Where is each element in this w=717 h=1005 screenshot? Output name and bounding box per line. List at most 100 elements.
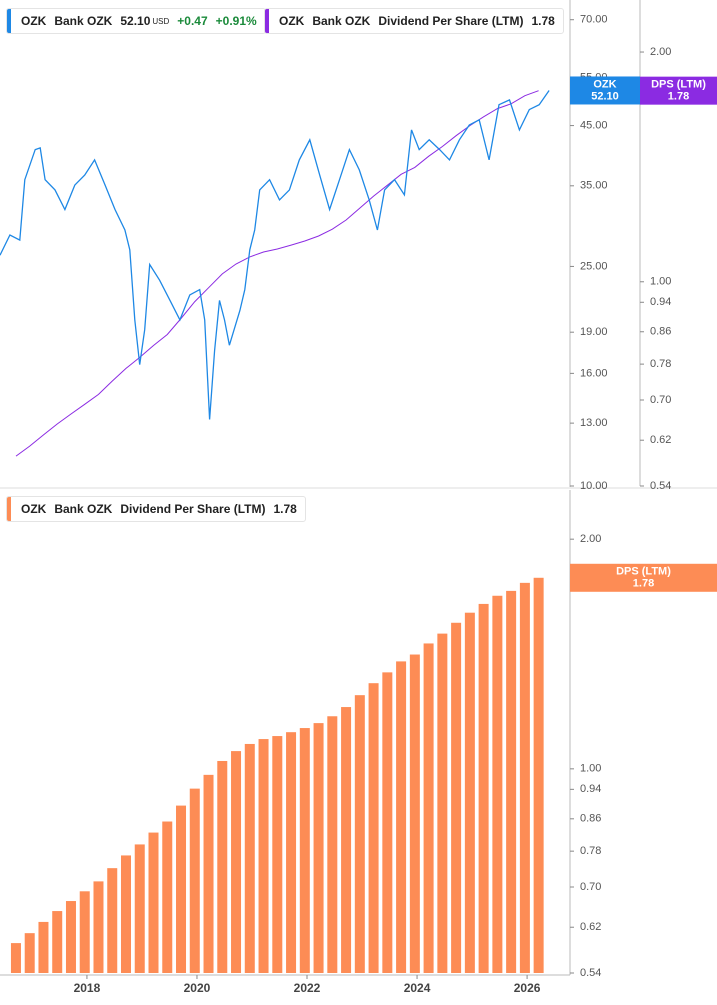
y-tick-label: 0.54 bbox=[580, 967, 601, 979]
bar bbox=[437, 633, 448, 973]
x-tick-label: 2022 bbox=[294, 981, 321, 995]
y-tick-label: 0.86 bbox=[580, 813, 601, 825]
bar bbox=[272, 736, 283, 973]
legend-ticker: OZK bbox=[279, 14, 305, 28]
bar bbox=[258, 739, 269, 973]
value-tag-label: OZK bbox=[593, 78, 616, 90]
value-tag-label: 1.78 bbox=[668, 91, 689, 103]
bar bbox=[451, 622, 462, 973]
bar bbox=[313, 723, 324, 973]
bar bbox=[506, 590, 517, 973]
legend-value: 1.78 bbox=[273, 502, 297, 516]
bar bbox=[286, 732, 297, 973]
value-tag-label: DPS (LTM) bbox=[616, 566, 671, 578]
bar bbox=[10, 943, 21, 973]
bar bbox=[134, 844, 145, 973]
bar bbox=[341, 707, 352, 973]
legend-ticker: OZK bbox=[21, 502, 47, 516]
y-tick-label: 35.00 bbox=[580, 180, 608, 192]
bar bbox=[327, 716, 338, 973]
legend-dps: OZK Bank OZK Dividend Per Share (LTM) 1.… bbox=[264, 8, 564, 34]
legend-price: OZK Bank OZK 52.10 USD +0.47 +0.91% bbox=[6, 8, 266, 34]
y2-tick-label: 0.70 bbox=[650, 394, 671, 406]
bar bbox=[162, 821, 173, 973]
legend-dps-bars: OZK Bank OZK Dividend Per Share (LTM) 1.… bbox=[6, 496, 306, 522]
bar bbox=[382, 672, 393, 973]
y2-tick-label: 0.78 bbox=[650, 358, 671, 370]
bar bbox=[176, 805, 187, 973]
legend-swatch bbox=[265, 9, 269, 33]
line bbox=[15, 90, 539, 457]
bar bbox=[492, 595, 503, 973]
y-tick-label: 0.62 bbox=[580, 921, 601, 933]
bar bbox=[203, 774, 214, 973]
legend-swatch bbox=[7, 497, 11, 521]
legend-change: +0.47 bbox=[177, 14, 208, 28]
y-tick-label: 0.94 bbox=[580, 783, 601, 795]
bar bbox=[93, 881, 104, 973]
bar bbox=[299, 728, 310, 973]
value-tag-label: DPS (LTM) bbox=[651, 79, 706, 91]
x-tick-label: 2020 bbox=[184, 981, 211, 995]
value-tag bbox=[570, 76, 640, 105]
y2-tick-label: 0.94 bbox=[650, 296, 671, 308]
legend-change-pct: +0.91% bbox=[215, 14, 257, 28]
bar bbox=[519, 582, 530, 973]
y2-tick-label: 1.00 bbox=[650, 276, 671, 288]
legend-unit: USD bbox=[152, 16, 170, 26]
y-tick-label: 10.00 bbox=[580, 480, 608, 492]
bar bbox=[52, 911, 63, 973]
value-tag-label: 1.78 bbox=[633, 578, 654, 590]
bar bbox=[79, 891, 90, 973]
legend-value: 1.78 bbox=[531, 14, 555, 28]
x-tick-label: 2018 bbox=[74, 981, 101, 995]
bar bbox=[533, 577, 544, 973]
bar bbox=[148, 832, 159, 973]
legend-name: Bank OZK bbox=[312, 14, 371, 28]
x-tick-label: 2024 bbox=[404, 981, 431, 995]
line bbox=[0, 90, 550, 420]
value-tag bbox=[570, 563, 717, 592]
bar bbox=[65, 901, 76, 973]
bar bbox=[24, 933, 35, 973]
y-tick-label: 0.70 bbox=[580, 881, 601, 893]
y-tick-label: 70.00 bbox=[580, 14, 608, 26]
bar bbox=[244, 743, 255, 973]
y2-tick-label: 0.62 bbox=[650, 434, 671, 446]
y2-tick-label: 2.00 bbox=[650, 46, 671, 58]
bar bbox=[396, 661, 407, 973]
y-tick-label: 0.78 bbox=[580, 845, 601, 857]
bar bbox=[107, 868, 118, 973]
legend-metric: Dividend Per Share (LTM) bbox=[120, 502, 266, 516]
legend-metric: Dividend Per Share (LTM) bbox=[378, 14, 524, 28]
bar bbox=[478, 603, 489, 973]
y-tick-label: 2.00 bbox=[580, 533, 601, 545]
y-tick-label: 1.00 bbox=[580, 763, 601, 775]
bar bbox=[217, 760, 228, 973]
value-tag-label: 52.10 bbox=[591, 90, 619, 102]
bar bbox=[354, 695, 365, 973]
bar bbox=[423, 643, 434, 973]
y-tick-label: 19.00 bbox=[580, 326, 608, 338]
value-tag bbox=[640, 76, 717, 105]
y-tick-label: 45.00 bbox=[580, 119, 608, 131]
legend-swatch bbox=[7, 9, 11, 33]
legend-value: 52.10 bbox=[120, 14, 151, 28]
y-tick-label: 16.00 bbox=[580, 367, 608, 379]
y2-tick-label: 0.86 bbox=[650, 326, 671, 338]
bar bbox=[38, 921, 49, 973]
bar bbox=[409, 654, 420, 973]
legend-name: Bank OZK bbox=[54, 502, 113, 516]
bar bbox=[189, 788, 200, 973]
bar bbox=[464, 612, 475, 973]
x-tick-label: 2026 bbox=[514, 981, 541, 995]
y-tick-label: 25.00 bbox=[580, 260, 608, 272]
bar bbox=[368, 683, 379, 973]
y-tick-label: 13.00 bbox=[580, 417, 608, 429]
legend-name: Bank OZK bbox=[54, 14, 113, 28]
legend-ticker: OZK bbox=[21, 14, 47, 28]
y2-tick-label: 0.54 bbox=[650, 480, 671, 492]
bar bbox=[231, 751, 242, 973]
